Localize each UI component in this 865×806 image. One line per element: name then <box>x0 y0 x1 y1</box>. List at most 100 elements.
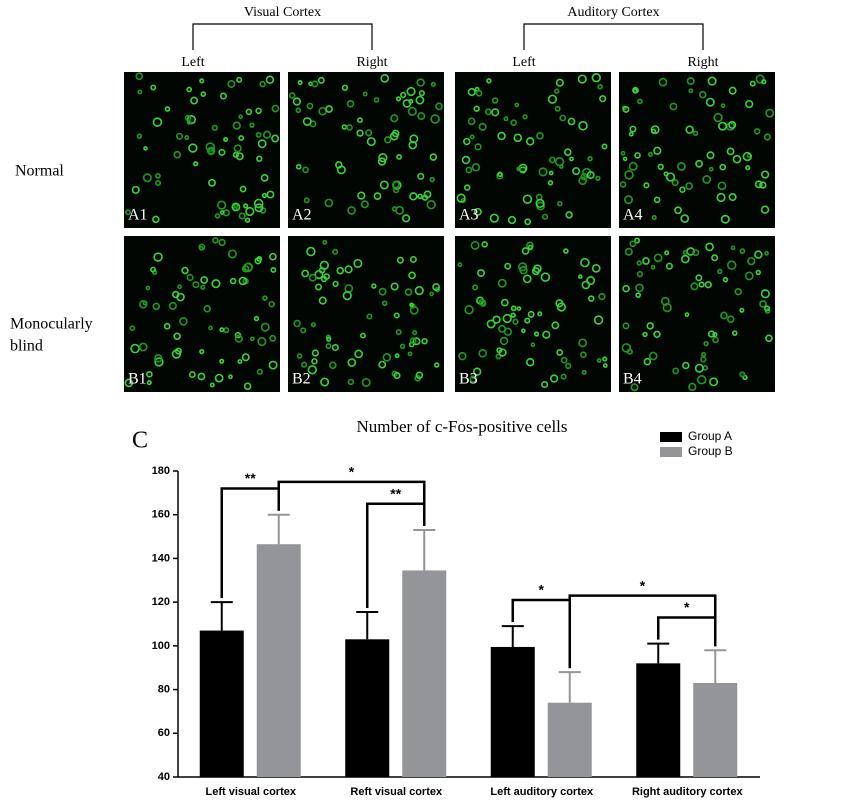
cell <box>300 361 308 368</box>
cell <box>486 319 496 329</box>
cell <box>395 96 402 102</box>
cell <box>260 173 269 182</box>
cell <box>257 139 267 149</box>
cell <box>461 155 471 165</box>
cell <box>642 331 648 338</box>
cell <box>197 372 206 381</box>
cell <box>296 353 303 359</box>
cell <box>497 171 503 178</box>
cell <box>297 80 303 86</box>
cell <box>716 192 726 203</box>
significance-label: * <box>640 577 646 593</box>
cell <box>730 245 736 251</box>
cell <box>554 105 561 112</box>
cell <box>249 122 255 128</box>
cell <box>718 121 728 131</box>
cell <box>530 342 536 348</box>
legend-swatch <box>660 447 682 457</box>
cell <box>620 150 626 156</box>
cell <box>502 313 512 324</box>
cell <box>233 144 242 153</box>
cell <box>760 205 770 214</box>
cell <box>319 260 329 270</box>
cell <box>393 187 400 194</box>
cell <box>478 298 486 306</box>
cell <box>255 132 262 138</box>
cell <box>401 214 411 223</box>
cell <box>728 120 737 129</box>
cell <box>186 274 194 282</box>
error-bar <box>501 625 524 647</box>
side-label: Right <box>356 55 387 70</box>
cell <box>521 328 526 334</box>
cell <box>642 257 650 265</box>
cell <box>763 133 771 141</box>
cell <box>311 358 318 365</box>
cell <box>325 343 332 350</box>
cell <box>510 312 516 318</box>
cell <box>694 363 704 373</box>
cell <box>688 88 694 94</box>
cell <box>565 362 572 370</box>
cell <box>586 276 596 286</box>
cell <box>704 281 712 289</box>
cell <box>580 257 590 268</box>
cell <box>761 79 767 85</box>
cell <box>473 207 482 216</box>
cell <box>706 151 715 160</box>
cell <box>665 262 673 270</box>
cell <box>256 155 263 162</box>
cell <box>581 280 591 290</box>
cell <box>596 358 602 364</box>
cell <box>690 282 699 291</box>
cell <box>635 292 642 298</box>
cell <box>414 286 424 296</box>
cell <box>310 322 316 328</box>
cell <box>130 343 140 354</box>
cell <box>635 283 644 293</box>
cell <box>486 78 492 84</box>
cell <box>759 300 767 308</box>
cell <box>301 269 310 278</box>
cell <box>199 78 205 84</box>
cell <box>563 148 572 157</box>
cell <box>417 112 426 121</box>
cell <box>347 358 357 367</box>
cell <box>764 250 769 256</box>
significance-bracket <box>366 502 426 608</box>
cell <box>409 302 414 308</box>
cell <box>646 322 654 330</box>
cell <box>497 278 507 288</box>
cell <box>695 274 703 282</box>
cell <box>512 318 519 325</box>
cell <box>765 334 773 343</box>
cell <box>470 240 480 250</box>
cell <box>211 124 218 132</box>
cell <box>402 99 412 108</box>
cell <box>657 163 664 170</box>
cell <box>548 156 556 164</box>
cell <box>164 106 171 112</box>
cell <box>175 132 184 140</box>
cell <box>253 198 264 209</box>
cell <box>759 181 767 189</box>
cell <box>429 153 438 161</box>
error-bar <box>413 529 436 571</box>
cell <box>209 382 215 388</box>
cell <box>457 262 463 268</box>
cell <box>674 206 682 215</box>
error-bar <box>704 649 727 684</box>
cell <box>219 210 225 215</box>
cell <box>629 125 637 133</box>
cell <box>632 86 639 94</box>
cell <box>648 351 658 361</box>
cell <box>557 200 563 207</box>
cell <box>581 369 587 375</box>
cell <box>271 104 280 113</box>
cell <box>131 185 140 194</box>
cell <box>591 73 601 83</box>
cell <box>563 248 569 254</box>
panel-label: A4 <box>623 207 643 224</box>
cell <box>409 134 419 144</box>
cell <box>188 371 196 379</box>
